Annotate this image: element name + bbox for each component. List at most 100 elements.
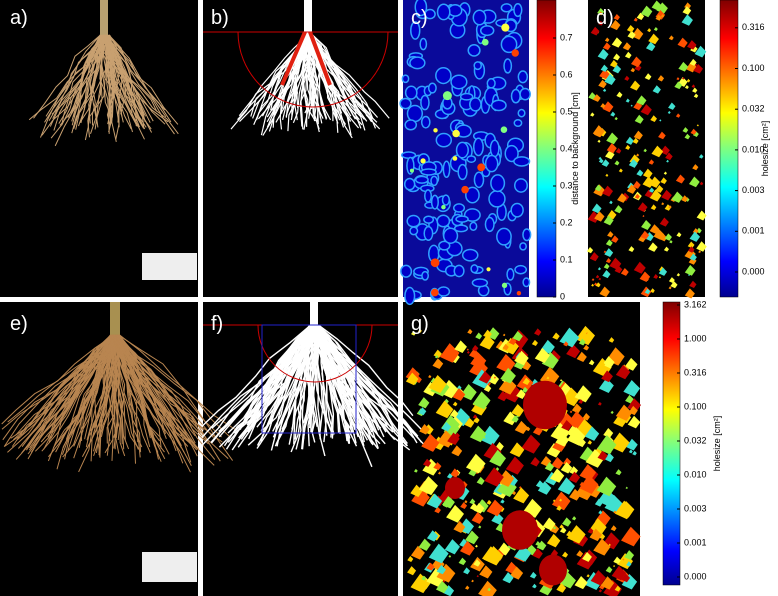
hole [514,544,532,562]
hole [663,246,669,252]
hole [535,480,544,489]
hole [693,63,704,74]
hole [597,435,617,455]
hole [601,159,610,167]
hole [610,111,616,117]
hole [631,56,642,68]
root [61,334,119,455]
hole [687,241,695,249]
root [90,34,101,124]
hot-spot [516,290,522,296]
root [115,334,222,438]
hole [604,73,616,85]
hole [594,184,602,192]
hole [463,567,471,575]
hole [636,153,640,157]
cell [441,194,451,206]
hole [593,128,604,138]
hole [675,113,681,118]
hole [598,588,602,593]
hole [508,337,517,345]
tick-label: 0.001 [742,226,765,236]
hole [405,372,419,386]
hole [428,374,432,379]
hole [578,338,586,346]
cell [472,137,484,157]
hole [684,288,695,299]
hole [597,139,601,143]
hole [437,430,455,448]
hole [696,241,707,252]
hole [610,525,617,532]
hull [203,31,398,108]
hole [625,98,630,103]
hole [576,550,584,558]
hole [500,499,505,504]
hole [611,37,623,48]
hot-spot [452,156,458,161]
root [104,34,133,133]
hole [668,205,672,209]
root [107,34,114,125]
hole [422,458,440,476]
root [12,334,120,441]
hole [586,246,594,254]
hole [597,360,606,369]
hole [640,230,650,240]
hole [676,77,680,81]
hole [582,413,591,421]
hole [514,350,529,366]
hole [668,277,675,283]
root [103,34,158,112]
hole [454,340,467,354]
hole [626,24,635,33]
hot-spot [500,126,508,133]
hole [602,42,611,51]
cell [522,228,532,242]
hole [442,495,455,509]
hole [615,364,631,380]
root [67,334,113,451]
hole [418,538,431,551]
tick-label: 3.162 [684,299,707,309]
hole [655,14,662,21]
hole [678,61,689,72]
root [40,34,101,138]
cell [400,151,417,160]
hole [605,173,609,177]
hole [472,391,491,410]
cell [457,163,468,181]
hole [586,574,590,578]
root [310,324,415,439]
hole [676,232,682,238]
hole [466,350,470,354]
hole [556,582,567,593]
hole [418,476,438,496]
hole [625,136,634,145]
hole [534,347,550,363]
hole [443,585,455,596]
root [108,34,166,111]
hole [648,159,655,165]
hole [674,81,683,90]
hole [657,75,665,82]
cell [500,3,513,13]
hole [627,415,641,429]
cell [420,168,437,176]
hole [522,377,530,385]
hole [459,540,475,556]
cell [473,171,485,189]
hole [676,273,680,277]
hole [552,499,556,502]
hole [685,61,697,73]
cell [438,240,451,251]
hole [466,348,469,351]
hole [509,442,525,458]
hole [421,433,440,452]
tick-label: 0.2 [560,217,573,227]
cell [490,174,506,193]
hole [483,546,504,566]
cell [471,278,489,288]
panel-label: f) [211,313,223,335]
